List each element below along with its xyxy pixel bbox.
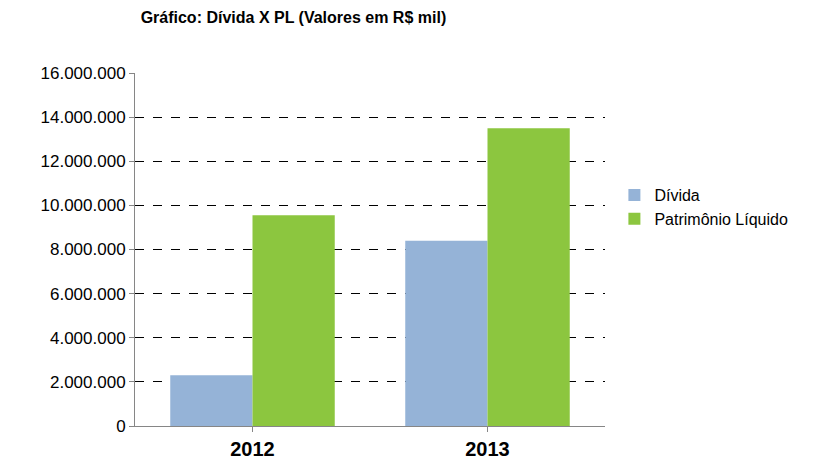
svg-text:2013: 2013 xyxy=(465,438,510,460)
svg-text:2012: 2012 xyxy=(230,438,275,460)
svg-text:2.000.000: 2.000.000 xyxy=(50,373,126,392)
svg-text:0: 0 xyxy=(116,417,125,436)
svg-text:Dívida: Dívida xyxy=(654,187,699,204)
svg-text:14.000.000: 14.000.000 xyxy=(41,108,126,127)
svg-text:12.000.000: 12.000.000 xyxy=(41,152,126,171)
svg-text:4.000.000: 4.000.000 xyxy=(50,329,126,348)
svg-text:Gráfico: Dívida X PL (Valores: Gráfico: Dívida X PL (Valores em R$ mil) xyxy=(141,9,447,26)
svg-text:8.000.000: 8.000.000 xyxy=(50,240,126,259)
svg-text:16.000.000: 16.000.000 xyxy=(41,64,126,83)
svg-text:10.000.000: 10.000.000 xyxy=(41,196,126,215)
svg-text:Patrimônio Líquido: Patrimônio Líquido xyxy=(654,211,788,228)
svg-text:6.000.000: 6.000.000 xyxy=(50,285,126,304)
